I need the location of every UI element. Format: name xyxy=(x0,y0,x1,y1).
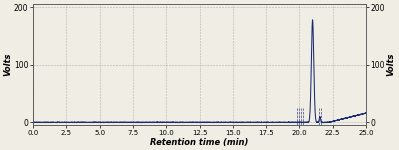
Y-axis label: Volts: Volts xyxy=(4,53,12,76)
Y-axis label: Volts: Volts xyxy=(387,53,395,76)
X-axis label: Retention time (min): Retention time (min) xyxy=(150,138,249,147)
